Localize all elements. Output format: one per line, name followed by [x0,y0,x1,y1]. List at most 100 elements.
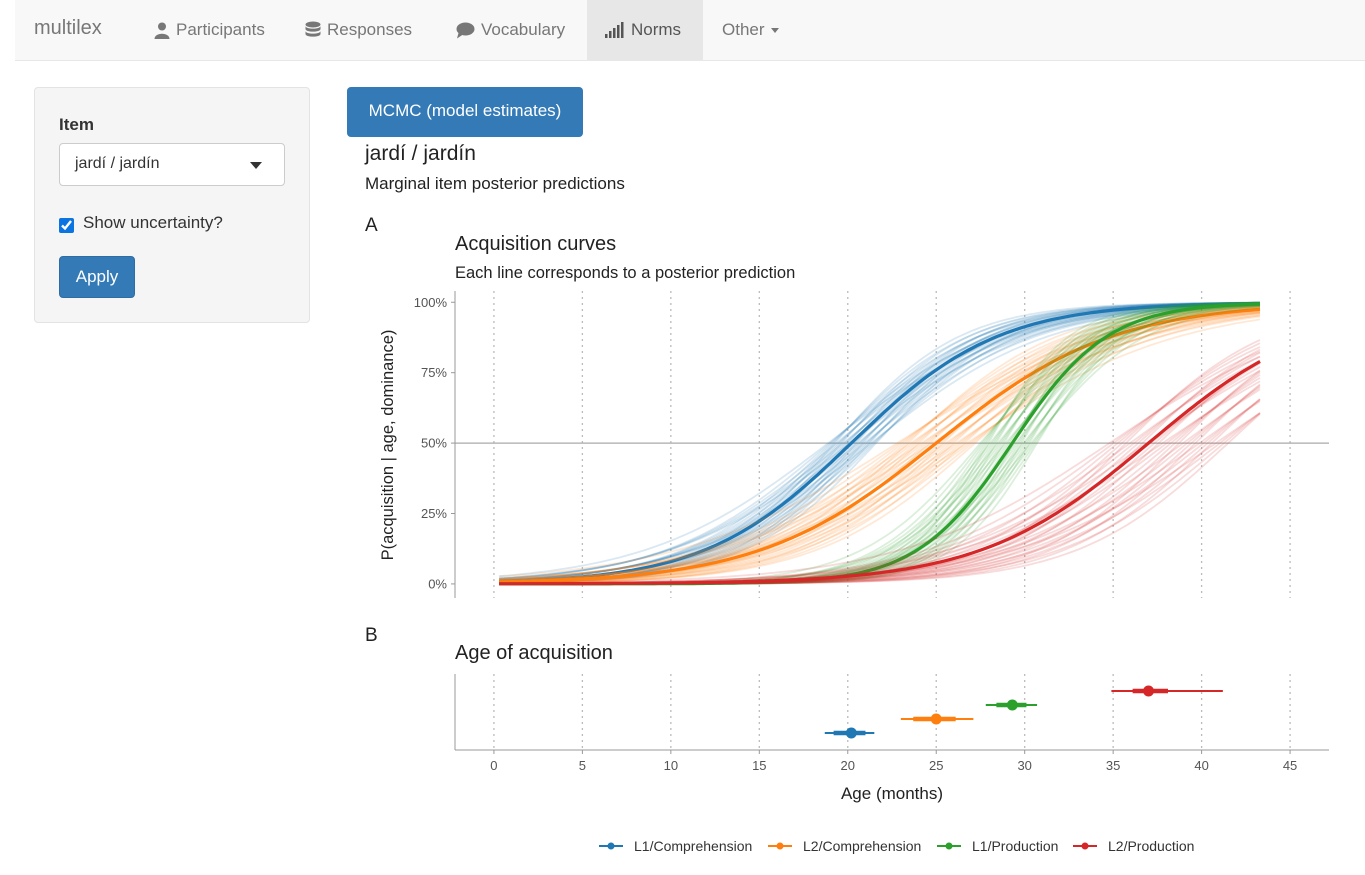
x-axis-label: Age (months) [841,784,943,803]
y-tick-label: 50% [421,436,447,451]
database-icon [305,21,321,37]
posterior-draw-line [499,314,1261,583]
y-tick-label: 25% [421,506,447,521]
y-tick-label: 75% [421,365,447,380]
x-tick-label: 20 [841,758,855,773]
nav-responses-label: Responses [327,20,413,39]
x-tick-label: 0 [490,758,497,773]
posterior-draw-line [499,303,1261,580]
legend-item: L1/Comprehension [599,838,752,854]
posterior-draw-line [499,304,1261,584]
legend-key-dot [1081,842,1089,850]
item-subtitle: Marginal item posterior predictions [365,174,625,193]
mcmc-tab-button[interactable]: MCMC (model estimates) [347,87,583,137]
panel-label-b: B [365,625,378,646]
median-point [930,713,942,725]
legend-item: L1/Production [937,838,1058,854]
posterior-draw-line [499,303,1261,580]
chart-a-subtitle: Each line corresponds to a posterior pre… [455,264,795,282]
item-select-value: jardí / jardín [75,155,160,172]
y-tick-label: 0% [428,576,447,591]
posterior-draw-line [499,311,1261,584]
x-tick-label: 35 [1106,758,1120,773]
acquisition-curves-panel: 0% 25% 50% 75% 100% [414,291,1329,598]
legend-label: L2/Comprehension [803,838,921,854]
item-label: Item [59,115,94,134]
panel-label-a: A [365,215,378,236]
legend-label: L1/Comprehension [634,838,752,854]
signal-icon [605,22,624,38]
nav-vocabulary[interactable]: Vocabulary [438,0,583,60]
aoa-point-l2-comprehension [900,713,974,725]
nav-other-dropdown[interactable]: Other [704,0,797,60]
comment-icon [456,22,475,38]
posterior-draw-line [499,307,1261,582]
posterior-draw-line [499,303,1261,582]
posterior-draw-line [499,318,1261,582]
x-tick-label: 30 [1017,758,1031,773]
nav-responses[interactable]: Responses [287,0,430,60]
y-tick-label: 100% [414,295,448,310]
legend-item: L2/Production [1073,838,1194,854]
posterior-draw-line [499,304,1261,579]
chart-b-title: Age of acquisition [455,642,613,664]
nav-participants-label: Participants [176,20,265,39]
nav-other-label: Other [722,20,765,39]
sidebar-panel: Item jardí / jardín Show uncertainty? Ap… [34,87,310,323]
legend-label: L2/Production [1108,838,1194,854]
aoa-point-l1-production [985,699,1038,711]
x-tick-label: 45 [1283,758,1297,773]
x-tick-label: 10 [664,758,678,773]
apply-button[interactable]: Apply [59,256,135,298]
item-select[interactable]: jardí / jardín [59,143,285,186]
legend-key-dot [607,842,615,850]
legend-label: L1/Production [972,838,1058,854]
median-point [1143,685,1155,697]
posterior-draw-line [499,303,1261,578]
nav-participants[interactable]: Participants [136,0,283,60]
median-point [845,727,857,739]
user-icon [154,22,170,39]
nav-norms[interactable]: Norms [587,0,703,60]
chevron-down-icon [770,27,779,33]
y-axis-label: P(acquisition | age, dominance) [379,330,397,561]
age-of-acquisition-panel: 0 5 10 15 20 25 30 35 40 45 [454,674,1329,773]
series-l2-comprehension [499,304,1261,585]
posterior-draw-line [499,312,1261,580]
uncertainty-label[interactable]: Show uncertainty? [83,213,223,232]
x-tick-label: 25 [929,758,943,773]
nav-vocabulary-label: Vocabulary [481,20,566,39]
median-point [1006,699,1018,711]
series-l2-production [499,339,1261,586]
brand[interactable]: multilex [34,17,102,39]
posterior-draw-line [499,304,1261,581]
navbar: multilex Participants Responses Vocabula… [15,0,1365,61]
posterior-draw-line [499,309,1261,585]
legend-key-dot [776,842,784,850]
x-tick-label: 5 [579,758,586,773]
x-tick-label: 15 [752,758,766,773]
median-curve [499,360,1261,586]
median-curve [499,301,1260,584]
legend: L1/Comprehension L2/Comprehension L1/Produ… [599,838,1194,854]
uncertainty-checkbox[interactable] [59,218,74,233]
posterior-draw-line [499,314,1261,580]
dropdown-arrow-icon [250,162,262,169]
aoa-point-l1-comprehension [824,727,875,739]
item-title: jardí / jardín [365,142,476,165]
aoa-point-l2-production [1111,685,1223,697]
median-curve [499,307,1261,584]
posterior-draw-line [499,306,1261,584]
series-l1-comprehension [499,301,1261,584]
posterior-draw-line [499,311,1261,582]
posterior-draw-line [499,304,1261,581]
legend-item: L2/Comprehension [768,838,921,854]
posterior-draw-line [499,311,1261,578]
posterior-draw-line [499,309,1261,584]
posterior-draw-line [499,302,1261,580]
legend-key-dot [945,842,953,850]
posterior-draw-line [499,315,1261,582]
chart-a-title: Acquisition curves [455,233,616,255]
posterior-draw-line [499,308,1261,580]
